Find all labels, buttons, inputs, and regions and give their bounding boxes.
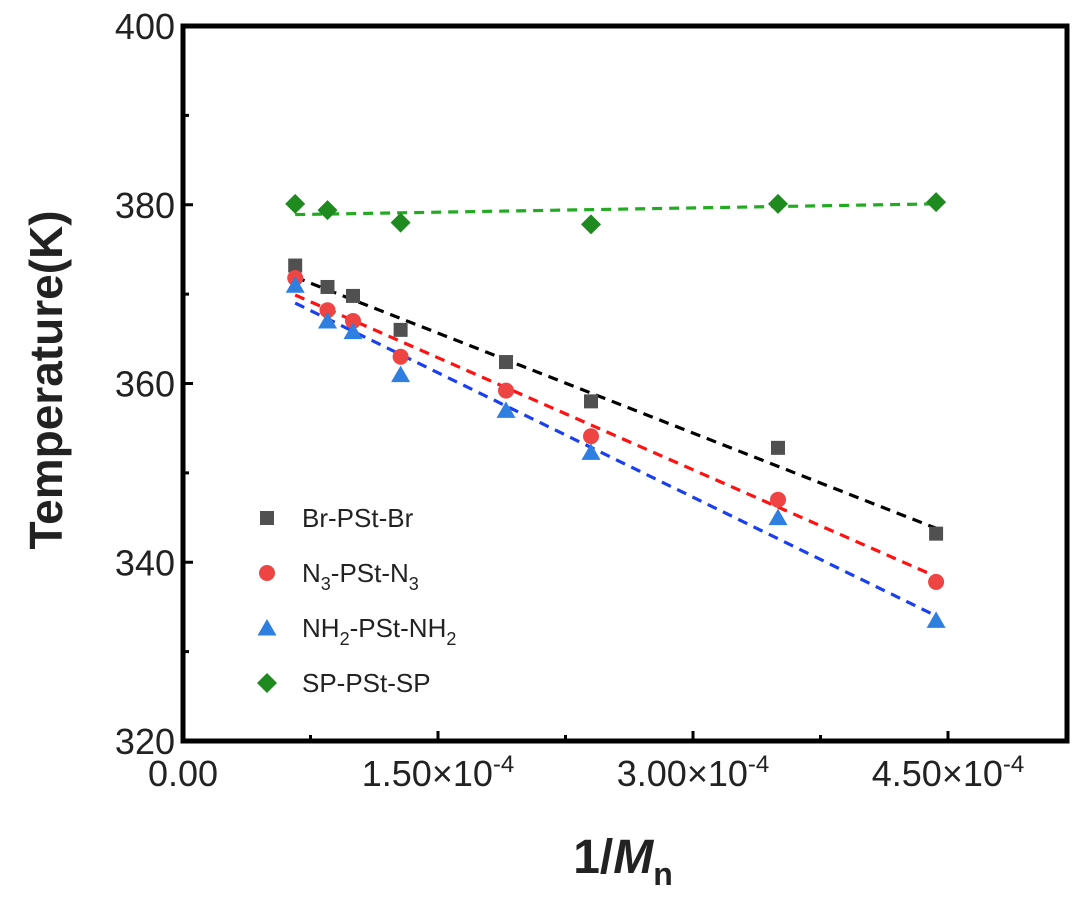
x-tick-label-mantissa: 0.00 <box>148 753 218 794</box>
fit-line-sp-pst-sp <box>295 202 937 217</box>
legend-label-part: SP-PSt-SP <box>302 668 431 698</box>
plot-frame <box>180 23 1070 744</box>
x-axis-title-prefix: 1/ <box>573 831 613 884</box>
x-tick-label: 1.50×10-4 <box>362 751 514 794</box>
data-point-sp-pst-sp <box>768 193 788 214</box>
data-point-sp-pst-sp <box>581 214 601 235</box>
data-point-n3-pst-n3 <box>498 382 514 399</box>
y-tick-label: 340 <box>115 542 175 583</box>
data-point-nh2-pst-nh2 <box>581 443 601 460</box>
x-tick-label-mantissa: 3.00×10 <box>617 753 748 794</box>
data-point-nh2-pst-nh2 <box>285 276 305 293</box>
legend-label-part: NH <box>302 613 340 643</box>
data-point-nh2-pst-nh2 <box>343 322 363 340</box>
x-tick-label: 0.00 <box>148 753 218 794</box>
data-point-nh2-pst-nh2 <box>768 508 788 526</box>
fit-line-br-pst-br <box>294 275 937 530</box>
data-point-sp-pst-sp <box>926 192 947 213</box>
data-point-nh2-pst-nh2 <box>318 311 337 329</box>
y-tick-label: 360 <box>115 364 175 405</box>
data-point-nh2-pst-nh2 <box>391 365 411 383</box>
legend-label: Br-PSt-Br <box>302 503 414 533</box>
legend-label-part: -PSt-N <box>331 558 409 588</box>
fit-line-n3-pst-n3 <box>294 293 937 579</box>
data-point-br-pst-br <box>346 288 360 303</box>
data-point-sp-pst-sp <box>285 193 306 214</box>
data-point-n3-pst-n3 <box>319 302 336 319</box>
data-point-br-pst-br <box>393 322 408 337</box>
x-tick-label-exponent: -4 <box>1003 751 1024 778</box>
legend-label-part: 3 <box>409 574 419 594</box>
data-point-n3-pst-n3 <box>928 573 945 590</box>
legend-label-part: N <box>302 558 321 588</box>
x-tick-label-exponent: -4 <box>493 751 514 778</box>
data-point-n3-pst-n3 <box>770 491 786 508</box>
data-point-sp-pst-sp <box>317 200 338 221</box>
data-points <box>285 192 947 628</box>
x-tick-label: 3.00×10-4 <box>617 751 769 794</box>
data-point-n3-pst-n3 <box>583 428 599 445</box>
y-tick-label: 380 <box>115 185 175 226</box>
legend-label-part: 2 <box>446 629 456 649</box>
data-point-br-pst-br <box>771 440 785 455</box>
legend-label-part: -PSt-NH <box>350 613 447 643</box>
y-axis-title: Temperature(K) <box>20 210 72 549</box>
legend-label-part: 2 <box>340 629 350 649</box>
x-tick-label-mantissa: 4.50×10 <box>872 753 1003 794</box>
data-point-br-pst-br <box>584 394 598 409</box>
data-point-nh2-pst-nh2 <box>496 401 516 418</box>
legend-marker-nh2-pst-nh2 <box>257 619 277 636</box>
data-point-br-pst-br <box>929 526 944 541</box>
x-axis-title-sub: n <box>653 856 673 892</box>
legend-marker-sp-pst-sp <box>257 673 277 693</box>
y-tick-label: 320 <box>115 721 175 762</box>
data-point-br-pst-br <box>320 279 335 294</box>
data-point-br-pst-br <box>288 258 303 273</box>
legend-label-part: Br-PSt-Br <box>302 503 414 533</box>
legend-marker-br-pst-br <box>260 511 274 525</box>
legend-label: SP-PSt-SP <box>302 668 431 698</box>
data-point-sp-pst-sp <box>390 212 411 233</box>
legend-label-part: 3 <box>321 574 331 594</box>
x-tick-label-mantissa: 1.50×10 <box>362 753 493 794</box>
legend-marker-n3-pst-n3 <box>259 565 275 581</box>
x-tick-label-exponent: -4 <box>748 751 769 778</box>
fit-lines <box>294 202 937 618</box>
legend-label: N3-PSt-N3 <box>302 558 419 594</box>
y-tick-label: 400 <box>115 6 175 47</box>
data-point-nh2-pst-nh2 <box>926 611 946 628</box>
legend-label: NH2-PSt-NH2 <box>302 613 456 649</box>
data-point-n3-pst-n3 <box>345 312 361 329</box>
data-point-br-pst-br <box>499 355 513 370</box>
x-tick-label: 4.50×10-4 <box>872 751 1024 794</box>
x-axis-title: 1/Mn <box>573 831 673 892</box>
x-axis-title-main: M <box>613 831 654 884</box>
data-point-n3-pst-n3 <box>392 348 409 365</box>
